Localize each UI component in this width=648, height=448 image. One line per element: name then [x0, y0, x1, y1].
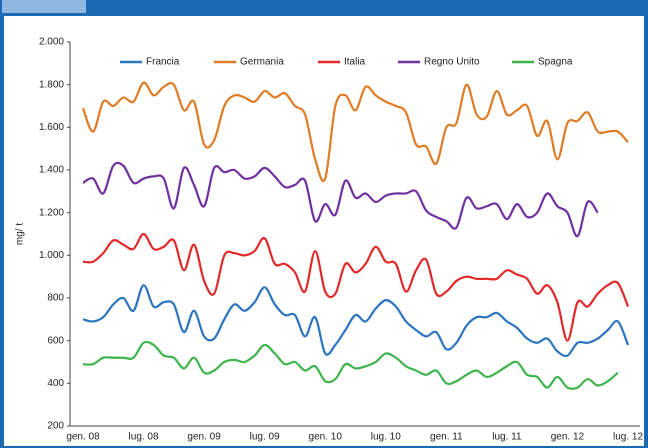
- x-tick-label: lug. 09: [250, 432, 280, 443]
- y-tick-label: 800: [47, 293, 64, 304]
- x-tick-label: lug. 08: [129, 432, 159, 443]
- y-tick-label: 1.600: [39, 122, 64, 133]
- y-axis-label: mg/ t: [15, 223, 26, 245]
- plot-panel: [4, 16, 644, 446]
- series-line: [81, 81, 629, 182]
- y-tick-label: 1.400: [39, 165, 64, 176]
- x-tick-label: gen. 10: [309, 432, 343, 443]
- x-tick-label: lug. 11: [492, 432, 522, 443]
- y-tick-label: 200: [47, 421, 64, 432]
- series-line: [82, 284, 630, 358]
- tab: [2, 0, 86, 13]
- y-tick-label: 1.800: [39, 79, 64, 90]
- y-tick-label: 600: [47, 335, 64, 346]
- x-tick-label: gen. 11: [430, 432, 463, 443]
- y-tick-label: 400: [47, 378, 64, 389]
- legend-label: Spagna: [538, 57, 573, 68]
- y-tick-label: 1.000: [39, 250, 64, 261]
- legend-label: Francia: [146, 57, 180, 68]
- legend-label: Germania: [240, 57, 284, 68]
- x-tick-label: gen. 12: [551, 432, 585, 443]
- series-line: [82, 340, 619, 390]
- y-tick-label: 1.200: [39, 207, 64, 218]
- series-line: [82, 161, 599, 238]
- x-tick-label: lug. 12: [613, 432, 643, 443]
- series-line: [82, 232, 630, 342]
- x-tick-label: gen. 08: [66, 432, 100, 443]
- legend-label: Italia: [344, 57, 366, 68]
- y-tick-label: 2.000: [39, 37, 64, 48]
- x-tick-label: gen. 09: [187, 432, 221, 443]
- x-tick-label: lug. 10: [371, 432, 401, 443]
- legend-label: Regno Unito: [424, 57, 480, 68]
